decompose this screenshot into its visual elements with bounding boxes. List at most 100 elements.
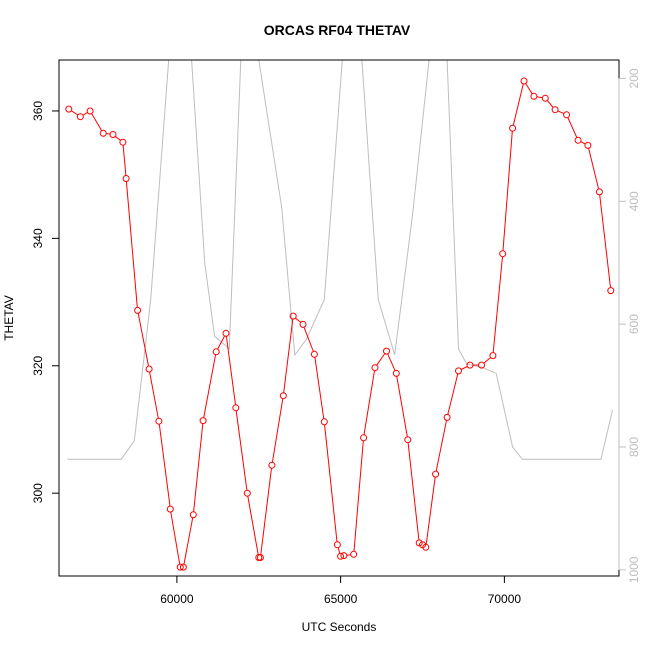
data-point [337, 552, 345, 560]
primary-series-segment [502, 131, 513, 251]
primary-series-segment [324, 424, 338, 542]
primary-series-segment [599, 194, 611, 288]
data-point [489, 352, 497, 360]
data-point [530, 92, 538, 100]
primary-series-segment [149, 371, 159, 419]
data-point [422, 543, 430, 551]
primary-series-segment [425, 476, 436, 545]
data-point [65, 105, 73, 113]
primary-series-segment [295, 317, 302, 323]
primary-series-segment [235, 410, 248, 491]
primary-series-segment [353, 440, 364, 552]
data-point [392, 369, 400, 377]
primary-series-segment [203, 354, 217, 418]
primary-series-segment [303, 327, 314, 352]
data-point [574, 136, 582, 144]
y-tick-label: 320 [31, 355, 45, 375]
data-point [155, 417, 163, 425]
primary-series-segment [376, 353, 386, 366]
x-tick-label: 65000 [324, 592, 358, 606]
data-point [541, 94, 549, 102]
y2-tick-label: 1000 [627, 556, 641, 583]
primary-series-segment [337, 547, 341, 554]
data-point [134, 306, 142, 314]
primary-series-segment [580, 141, 586, 145]
primary-series-segment [447, 373, 459, 415]
data-point [268, 461, 276, 469]
data-point [119, 138, 127, 146]
data-point [478, 361, 485, 369]
data-point [432, 470, 440, 478]
primary-series-segment [225, 336, 236, 405]
data-point [299, 320, 307, 328]
data-point [607, 287, 615, 295]
primary-series-segment [183, 517, 194, 565]
primary-series-segment [217, 335, 226, 350]
secondary-series-line [67, 60, 613, 460]
data-point [86, 107, 94, 115]
data-point [404, 436, 412, 444]
data-point [320, 418, 328, 426]
y-tick-label: 340 [31, 228, 45, 248]
data-point [279, 392, 287, 400]
plot-frame [58, 59, 620, 577]
primary-series-segment [483, 357, 491, 364]
data-point [166, 505, 174, 513]
data-point [243, 489, 251, 497]
x-axis-label: UTC Seconds [302, 620, 377, 634]
primary-series [65, 77, 615, 571]
data-point [256, 554, 264, 561]
data-point [383, 347, 390, 355]
primary-series-segment [525, 83, 533, 95]
data-point [443, 413, 451, 421]
data-point [509, 124, 517, 132]
data-point [122, 175, 130, 182]
y-tick-label: 300 [31, 483, 45, 503]
y2-tick-label: 200 [627, 68, 641, 88]
primary-series-segment [407, 442, 420, 540]
y-tick-label: 360 [31, 101, 45, 121]
primary-series-segment [137, 313, 149, 367]
data-point [551, 106, 559, 114]
data-point [520, 77, 528, 85]
data-point [145, 365, 153, 373]
data-point [76, 113, 84, 121]
primary-series-segment [122, 145, 127, 176]
data-point [455, 367, 462, 375]
primary-series-segment [363, 370, 375, 435]
data-point [212, 348, 220, 356]
data-point [109, 131, 117, 138]
y2-tick-label: 600 [627, 314, 641, 334]
data-point [232, 404, 240, 412]
primary-series-segment [396, 376, 408, 437]
primary-series-segment [512, 83, 524, 126]
primary-series-segment [460, 366, 468, 370]
primary-series-segment [546, 100, 554, 108]
data-point [199, 417, 207, 425]
primary-series-segment [283, 319, 294, 393]
data-point [333, 541, 341, 549]
data-point [350, 550, 358, 558]
data-point [360, 434, 368, 442]
primary-series-segment [260, 468, 272, 555]
primary-series-segment [346, 554, 351, 556]
primary-series-segment [567, 117, 578, 138]
data-point [371, 364, 379, 372]
primary-series-segment [314, 357, 325, 419]
primary-series-segment [247, 496, 259, 555]
primary-series-segment [71, 110, 79, 116]
data-point [289, 312, 297, 320]
y2-tick-label: 800 [627, 437, 641, 457]
x-tick-label: 60000 [160, 592, 194, 606]
data-point [99, 129, 107, 137]
primary-series-segment [91, 113, 103, 131]
secondary-series [67, 60, 613, 460]
primary-series-segment [588, 148, 600, 190]
primary-series-segment [557, 110, 565, 115]
data-point [563, 111, 571, 119]
primary-series-segment [492, 256, 503, 353]
x-tick-label: 70000 [488, 592, 522, 606]
primary-series-segment [536, 96, 543, 99]
primary-series-segment [170, 512, 181, 565]
